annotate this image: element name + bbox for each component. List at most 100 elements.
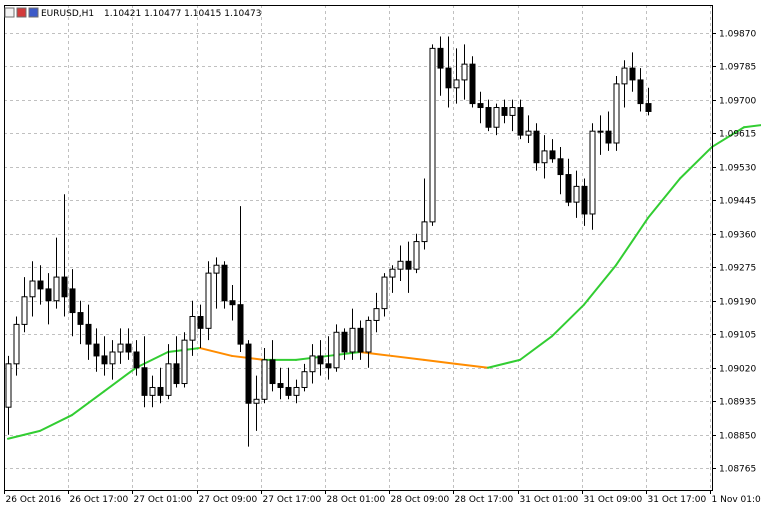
- bull-candle-body: [454, 80, 459, 88]
- ma-segment: [8, 431, 40, 439]
- candle: [158, 368, 163, 403]
- bear-candle-body: [126, 344, 131, 352]
- bear-candle-body: [158, 387, 163, 395]
- candle: [414, 234, 419, 273]
- candle: [182, 332, 187, 387]
- candle: [126, 328, 131, 360]
- bear-candle-body: [326, 364, 331, 368]
- bull-candle-body: [214, 265, 219, 273]
- bear-candle-body: [70, 289, 75, 313]
- candle: [390, 265, 395, 293]
- bear-candle-body: [62, 277, 67, 297]
- y-tick-label: 1.09700: [719, 97, 756, 107]
- bull-candle-body: [598, 131, 603, 132]
- candle: [38, 265, 43, 304]
- candle: [334, 324, 339, 371]
- bull-candle-body: [390, 269, 395, 277]
- bear-candle-body: [358, 328, 363, 352]
- candle: [278, 368, 283, 400]
- bear-candle-body: [470, 64, 475, 103]
- bull-candle-body: [294, 387, 299, 395]
- bull-candle-body: [110, 352, 115, 364]
- candle: [230, 285, 235, 320]
- candle: [54, 238, 59, 309]
- bear-candle-body: [566, 175, 571, 203]
- bull-candle-body: [414, 242, 419, 270]
- bear-candle-body: [342, 332, 347, 352]
- bull-candle-body: [422, 222, 427, 242]
- y-tick-label: 1.09785: [719, 63, 756, 73]
- y-tick-label: 1.09190: [719, 298, 756, 308]
- symbol-label: EURUSD,H1: [41, 9, 94, 19]
- candle: [606, 111, 611, 150]
- bull-candle-body: [262, 360, 267, 399]
- bear-candle-body: [174, 364, 179, 384]
- candle: [542, 135, 547, 178]
- bull-candle-body: [590, 131, 595, 214]
- candle: [6, 356, 11, 435]
- candle: [70, 269, 75, 336]
- bear-candle-body: [318, 356, 323, 364]
- ma-segment: [104, 368, 136, 392]
- bear-candle-body: [246, 344, 251, 403]
- bear-candle-body: [230, 301, 235, 305]
- bull-candle-body: [374, 309, 379, 321]
- x-tick-label: 28 Oct 09:00: [391, 495, 450, 505]
- candle: [310, 344, 315, 383]
- timeframe-icon: [29, 8, 38, 17]
- bull-candle-body: [526, 131, 531, 135]
- chart-header: EURUSD,H1 1.10421 1.10477 1.10415 1.1047…: [5, 8, 261, 19]
- candle: [46, 273, 51, 324]
- x-tick-label: 1 Nov 01:00: [712, 495, 761, 505]
- bear-candle-body: [638, 80, 643, 104]
- candle: [598, 115, 603, 154]
- bear-candle-body: [78, 313, 83, 325]
- ma-segment: [680, 147, 712, 179]
- candle: [174, 336, 179, 387]
- candle: [374, 293, 379, 332]
- candle: [478, 92, 483, 124]
- bear-candle-body: [86, 324, 91, 344]
- symbol-icon-accent: [17, 8, 26, 17]
- grid: [4, 5, 712, 490]
- ma-segment: [744, 123, 761, 127]
- candle: [30, 261, 35, 316]
- bull-candle-body: [302, 372, 307, 388]
- candle: [470, 56, 475, 107]
- bear-candle-body: [558, 159, 563, 175]
- y-tick-label: 1.08850: [719, 432, 756, 442]
- bull-candle-body: [622, 68, 627, 84]
- y-tick-label: 1.09360: [719, 231, 756, 241]
- candle: [254, 376, 259, 431]
- x-tick-label: 26 Oct 2016: [6, 495, 62, 505]
- ma-segment: [584, 265, 616, 304]
- y-tick-label: 1.09275: [719, 264, 756, 274]
- bear-candle-body: [518, 108, 523, 136]
- candle: [110, 340, 115, 379]
- candle: [78, 301, 83, 344]
- candle: [366, 317, 371, 368]
- x-tick-label: 28 Oct 17:00: [455, 495, 514, 505]
- ma-segment: [392, 356, 424, 360]
- candle: [590, 123, 595, 229]
- axes: 1.098701.097851.097001.096151.095301.094…: [5, 6, 761, 506]
- candle: [286, 368, 291, 400]
- ma-segment: [424, 360, 456, 364]
- bear-candle-body: [550, 151, 555, 159]
- bull-candle-body: [118, 344, 123, 352]
- bear-candle-body: [502, 108, 507, 116]
- candle: [382, 273, 387, 316]
- bear-candle-body: [286, 387, 291, 395]
- bear-candle-body: [142, 368, 147, 396]
- y-tick-label: 1.08765: [719, 465, 756, 475]
- bull-candle-body: [166, 364, 171, 396]
- y-tick-label: 1.09615: [719, 130, 756, 140]
- candle: [238, 206, 243, 352]
- candle: [510, 100, 515, 132]
- bull-candle-body: [430, 48, 435, 221]
- candle: [62, 194, 67, 316]
- candle: [518, 100, 523, 139]
- ohlc-prices: 1.10421 1.10477 1.10415 1.10473: [104, 9, 261, 19]
- candle: [294, 380, 299, 404]
